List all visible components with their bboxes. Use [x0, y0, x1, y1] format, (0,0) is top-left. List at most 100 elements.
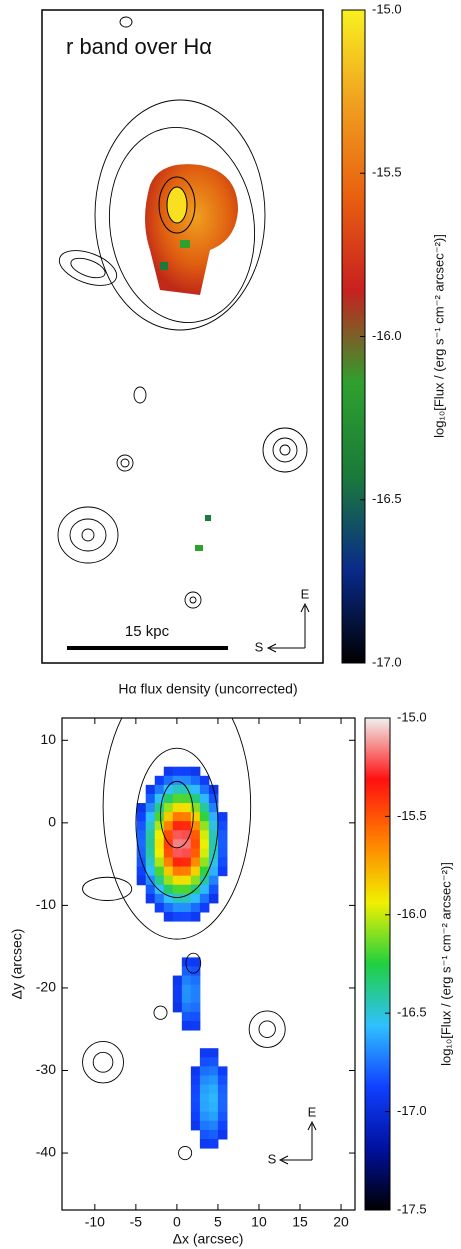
- map-pixel: [154, 884, 165, 895]
- panel-frame: [41, 9, 324, 664]
- map-pixel: [163, 884, 174, 895]
- halpha-map: [136, 766, 228, 1149]
- panel-frame: [61, 717, 356, 1211]
- x-tick-label: 5: [214, 1214, 222, 1230]
- map-pixel: [190, 839, 201, 849]
- map-pixel: [190, 830, 201, 840]
- map-pixel: [181, 984, 192, 995]
- map-pixel: [199, 848, 210, 859]
- map-pixel: [217, 1111, 228, 1122]
- map-pixel: [217, 866, 228, 877]
- map-pixel: [190, 975, 201, 986]
- map-pixel: [199, 1102, 210, 1113]
- map-pixel: [163, 875, 174, 886]
- map-pixel: [163, 793, 174, 804]
- map-pixel: [208, 1102, 219, 1113]
- map-pixel: [154, 866, 165, 877]
- map-pixel: [172, 766, 183, 777]
- map-pixel: [181, 784, 192, 795]
- map-pixel: [190, 1075, 201, 1086]
- map-pixel: [199, 1084, 210, 1095]
- map-pixel: [136, 866, 147, 877]
- map-pixel: [190, 1011, 201, 1022]
- map-pixel: [190, 875, 201, 886]
- x-axis-label: Δx (arcsec): [173, 1231, 244, 1247]
- x-tick-label: 0: [173, 1214, 181, 1230]
- map-pixel: [172, 975, 183, 986]
- map-pixel: [154, 902, 165, 913]
- map-pixel: [190, 1102, 201, 1113]
- map-pixel: [217, 1129, 228, 1140]
- map-pixel: [199, 1075, 210, 1086]
- map-pixel: [172, 848, 183, 859]
- map-pixel: [190, 1093, 201, 1104]
- map-pixel: [199, 1139, 210, 1149]
- map-pixel: [172, 812, 183, 822]
- map-pixel: [190, 803, 201, 813]
- map-pixel: [181, 839, 192, 849]
- map-pixel: [181, 812, 192, 822]
- map-pixel: [190, 793, 201, 804]
- map-pixel: [199, 1057, 210, 1067]
- map-pixel: [199, 793, 210, 804]
- map-pixel: [199, 893, 210, 904]
- map-pixel: [208, 866, 219, 877]
- map-pixel: [190, 1120, 201, 1131]
- colorbar-label: log₁₀[Flux / (erg s⁻¹ cm⁻² arcsec⁻²)]: [431, 234, 446, 438]
- map-pixel: [154, 821, 165, 831]
- map-pixel: [181, 830, 192, 840]
- map-pixel: [208, 821, 219, 831]
- map-pixel: [172, 803, 183, 813]
- map-pixel: [217, 1075, 228, 1086]
- map-pixel: [181, 875, 192, 886]
- map-pixel: [163, 857, 174, 868]
- map-pixel: [145, 821, 156, 831]
- map-pixel: [217, 848, 228, 859]
- map-pixel: [199, 1066, 210, 1076]
- panel-title: r band over Hα: [66, 34, 212, 59]
- contour: [82, 1041, 124, 1084]
- y-axis-label: Δy (arcsec): [9, 929, 25, 1000]
- colorbar-tick-label: -16.5: [397, 1005, 427, 1020]
- panel-title: Hα flux density (uncorrected): [118, 681, 297, 697]
- map-pixel: [217, 821, 228, 831]
- map-pixel: [136, 848, 147, 859]
- map-pixel: [145, 893, 156, 904]
- x-tick-label: -5: [130, 1214, 143, 1230]
- map-pixel: [172, 839, 183, 849]
- map-pixel: [199, 1048, 210, 1058]
- map-pixel: [217, 857, 228, 868]
- map-pixel: [172, 902, 183, 913]
- map-pixel: [181, 966, 192, 977]
- map-pixel: [163, 766, 174, 777]
- contour: [185, 952, 202, 974]
- map-pixel: [217, 1066, 228, 1076]
- contour: [82, 876, 133, 901]
- map-pixel: [181, 866, 192, 877]
- map-pixel: [208, 793, 219, 804]
- map-pixel: [217, 1120, 228, 1131]
- map-pixel: [154, 830, 165, 840]
- map-pixel: [136, 803, 147, 813]
- x-tick-label: 10: [251, 1214, 267, 1230]
- map-pixel: [190, 1111, 201, 1122]
- map-pixel: [208, 848, 219, 859]
- map-pixel: [181, 848, 192, 859]
- map-pixel: [190, 984, 201, 995]
- colorbar-tick-label: -16.5: [372, 491, 402, 506]
- map-pixel: [172, 911, 183, 922]
- map-pixel: [172, 857, 183, 868]
- map-pixel: [190, 821, 201, 831]
- map-pixel: [190, 866, 201, 877]
- map-pixel: [163, 775, 174, 786]
- contour: [178, 1145, 193, 1161]
- compass: [266, 602, 317, 1165]
- map-pixel: [190, 848, 201, 859]
- map-pixel: [181, 857, 192, 868]
- map-pixel: [190, 775, 201, 786]
- map-pixel: [181, 902, 192, 913]
- map-pixel: [172, 1002, 183, 1013]
- map-pixel: [136, 857, 147, 868]
- map-pixel: [163, 821, 174, 831]
